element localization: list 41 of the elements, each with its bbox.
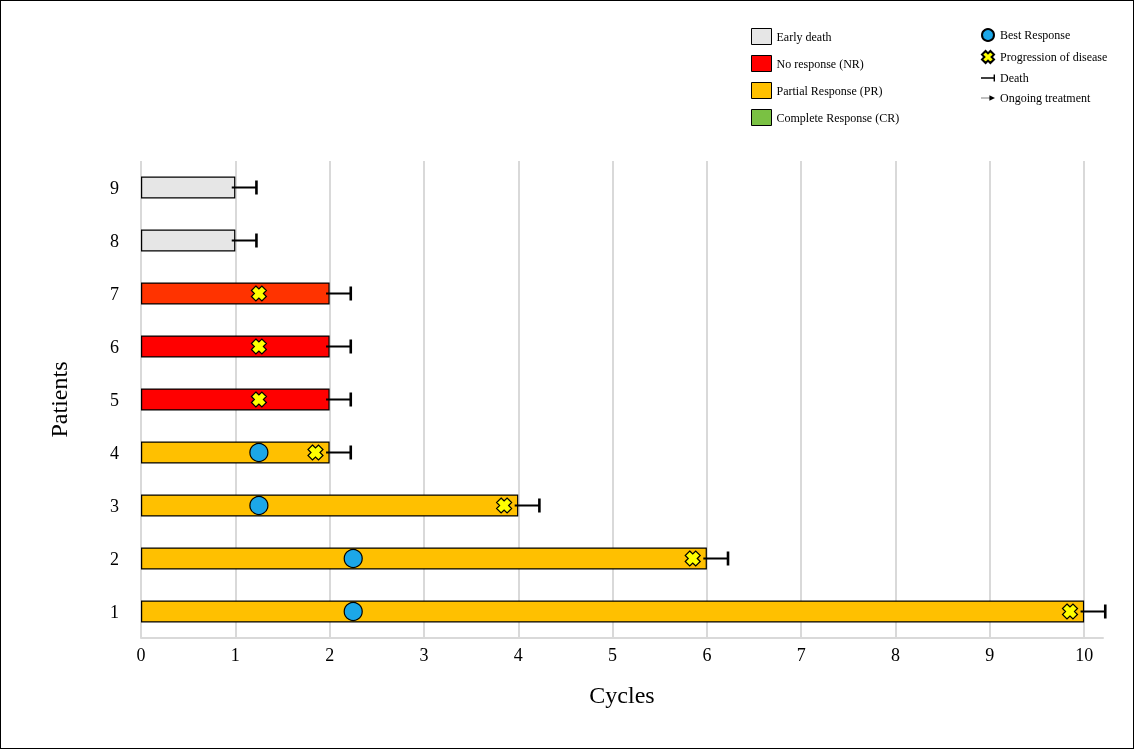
x-tick-label: 3 xyxy=(419,645,429,665)
point xyxy=(307,444,324,461)
x-tick-label: 1 xyxy=(230,645,240,665)
y-axis-title: Patients xyxy=(46,361,72,438)
x-tick-label: 7 xyxy=(796,645,806,665)
y-tick-label: 1 xyxy=(110,601,119,622)
legend-label: Progression of disease xyxy=(1000,50,1108,64)
x-tick-label: 2 xyxy=(325,645,335,665)
point xyxy=(250,285,267,302)
point xyxy=(1061,603,1079,620)
y-tick-label: 7 xyxy=(110,283,119,304)
y-tick-label: 9 xyxy=(110,177,119,198)
x-tick-label: 5 xyxy=(608,645,618,665)
point xyxy=(496,497,513,514)
x-tick-label: 6 xyxy=(702,645,712,665)
x-tick-label: 8 xyxy=(891,645,901,665)
legend-label: Death xyxy=(1000,71,1029,85)
legend-label: Ongoing treatment xyxy=(1000,91,1091,105)
y-tick-label: 5 xyxy=(110,389,119,410)
point xyxy=(249,495,269,516)
point xyxy=(249,442,269,463)
x-tick-label: 4 xyxy=(513,645,523,665)
point xyxy=(684,550,701,567)
point xyxy=(343,548,363,569)
legend-label: Partial Response (PR) xyxy=(776,83,883,98)
y-tick-label: 8 xyxy=(110,230,119,251)
x-axis-title: Cycles xyxy=(589,682,655,708)
legend-label: Best Response xyxy=(1000,28,1071,42)
legend-label: Complete Response (CR) xyxy=(776,110,900,125)
y-tick-label: 3 xyxy=(110,495,119,516)
y-tick-label: 4 xyxy=(110,442,119,463)
y-tick-label: 6 xyxy=(110,336,119,357)
legend-label: No response (NR) xyxy=(776,56,864,71)
point xyxy=(250,338,267,355)
x-tick-label: 0 xyxy=(136,645,146,665)
x-tick-label: 9 xyxy=(985,645,995,665)
x-tick-label: 10 xyxy=(1075,645,1094,665)
point xyxy=(250,391,267,408)
legend-label: Early death xyxy=(776,29,832,44)
point xyxy=(343,601,363,622)
y-tick-label: 2 xyxy=(110,548,119,569)
